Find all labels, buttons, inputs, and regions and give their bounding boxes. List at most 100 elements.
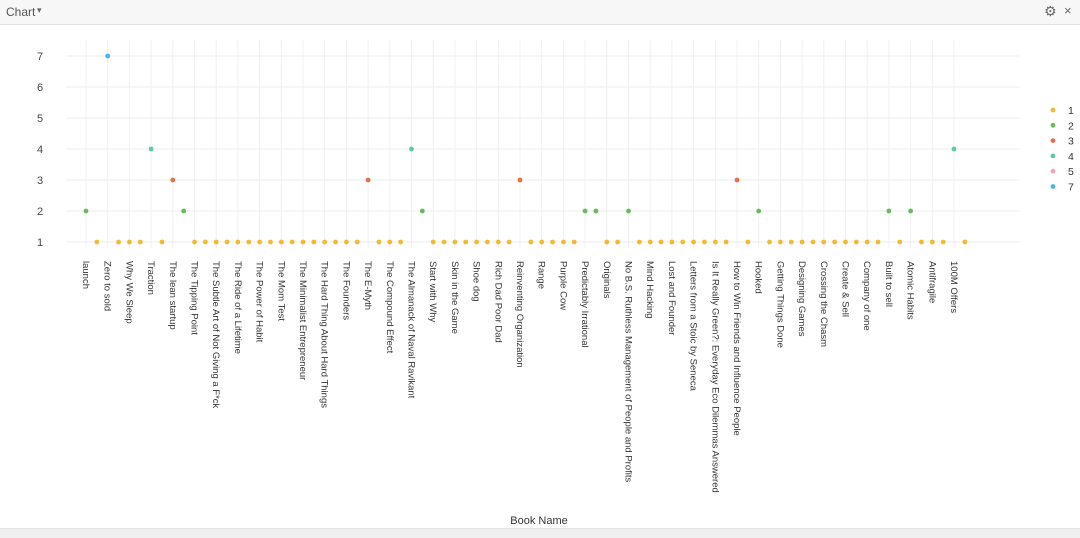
data-point[interactable]	[658, 239, 664, 245]
data-point[interactable]	[810, 239, 816, 245]
data-point[interactable]	[593, 208, 599, 214]
chart-title-menu[interactable]: Chart	[6, 5, 36, 19]
data-point[interactable]	[333, 239, 338, 245]
data-point[interactable]	[354, 239, 360, 245]
data-point[interactable]	[83, 208, 89, 214]
data-point[interactable]	[528, 239, 534, 245]
data-point[interactable]	[745, 239, 751, 245]
data-point[interactable]	[517, 177, 523, 183]
data-point[interactable]	[365, 177, 371, 183]
data-point[interactable]	[647, 239, 653, 245]
data-point[interactable]	[278, 239, 284, 245]
legend-marker[interactable]	[1050, 168, 1056, 174]
data-point[interactable]	[875, 239, 881, 245]
data-point[interactable]	[550, 239, 555, 245]
data-point[interactable]	[485, 239, 490, 245]
data-point[interactable]	[387, 239, 393, 245]
data-point[interactable]	[853, 239, 859, 245]
data-point[interactable]	[908, 208, 913, 214]
legend-marker[interactable]	[1050, 153, 1056, 159]
data-point[interactable]	[419, 208, 425, 214]
data-point[interactable]	[463, 239, 469, 245]
legend-label[interactable]: 7	[1068, 182, 1074, 194]
data-point[interactable]	[257, 239, 262, 245]
data-point[interactable]	[181, 208, 187, 214]
data-point[interactable]	[213, 239, 219, 245]
close-icon[interactable]: ×	[1064, 3, 1072, 18]
data-point[interactable]	[571, 239, 577, 245]
data-point[interactable]	[170, 177, 176, 183]
legend-label[interactable]: 5	[1068, 166, 1074, 178]
data-point[interactable]	[192, 239, 197, 245]
legend-label[interactable]: 3	[1068, 136, 1074, 148]
data-point[interactable]	[832, 239, 838, 245]
data-point[interactable]	[604, 239, 610, 245]
data-point[interactable]	[495, 239, 501, 245]
data-point[interactable]	[409, 146, 414, 152]
data-point[interactable]	[311, 239, 317, 245]
data-point[interactable]	[929, 239, 935, 245]
data-point[interactable]	[246, 239, 252, 245]
data-point[interactable]	[788, 239, 794, 245]
data-point[interactable]	[897, 239, 903, 245]
data-point[interactable]	[582, 208, 588, 214]
data-point[interactable]	[756, 208, 762, 214]
data-point[interactable]	[398, 239, 404, 245]
data-point[interactable]	[680, 239, 686, 245]
gear-icon[interactable]: ⚙	[1044, 3, 1057, 19]
data-point[interactable]	[289, 239, 295, 245]
data-point[interactable]	[919, 239, 924, 245]
data-point[interactable]	[669, 239, 675, 245]
data-point[interactable]	[821, 239, 827, 245]
data-point[interactable]	[116, 239, 121, 245]
data-point[interactable]	[734, 177, 740, 183]
data-point[interactable]	[691, 239, 696, 245]
data-point[interactable]	[778, 239, 783, 245]
legend-label[interactable]: 4	[1068, 151, 1074, 163]
legend-label[interactable]: 2	[1068, 120, 1074, 132]
x-tick-label: Mind Hacking	[644, 261, 655, 319]
legend-marker[interactable]	[1050, 184, 1056, 189]
data-point[interactable]	[94, 239, 100, 245]
data-point[interactable]	[561, 239, 566, 245]
data-point[interactable]	[799, 239, 805, 245]
data-point[interactable]	[159, 239, 165, 245]
data-point[interactable]	[235, 239, 241, 245]
data-point[interactable]	[940, 239, 946, 245]
data-point[interactable]	[202, 239, 208, 245]
data-point[interactable]	[376, 239, 382, 245]
data-point[interactable]	[344, 239, 349, 245]
data-point[interactable]	[137, 239, 143, 245]
data-point[interactable]	[506, 239, 512, 245]
data-point[interactable]	[474, 239, 479, 245]
data-point[interactable]	[105, 53, 111, 59]
legend-marker[interactable]	[1050, 122, 1056, 128]
data-point[interactable]	[636, 239, 642, 245]
data-point[interactable]	[539, 239, 545, 245]
data-point[interactable]	[148, 146, 154, 152]
data-point[interactable]	[430, 239, 436, 245]
data-point[interactable]	[864, 239, 870, 245]
legend-label[interactable]: 1	[1068, 105, 1074, 117]
data-point[interactable]	[712, 239, 718, 245]
data-point[interactable]	[441, 239, 447, 245]
data-point[interactable]	[962, 239, 968, 245]
data-point[interactable]	[224, 239, 230, 245]
data-point[interactable]	[767, 239, 772, 245]
data-point[interactable]	[886, 208, 892, 214]
data-point[interactable]	[452, 239, 458, 245]
data-point[interactable]	[300, 239, 306, 245]
data-point[interactable]	[268, 239, 273, 245]
chevron-down-icon[interactable]: ▾	[37, 5, 42, 15]
data-point[interactable]	[951, 146, 957, 152]
data-point[interactable]	[626, 208, 631, 214]
data-point[interactable]	[615, 239, 621, 245]
legend-marker[interactable]	[1050, 138, 1056, 144]
data-point[interactable]	[702, 239, 707, 245]
data-point[interactable]	[126, 239, 132, 245]
data-point[interactable]	[723, 239, 729, 245]
data-point[interactable]	[843, 239, 848, 245]
legend-marker[interactable]	[1050, 107, 1056, 113]
data-point[interactable]	[322, 239, 328, 245]
y-tick-label: 4	[37, 144, 43, 156]
